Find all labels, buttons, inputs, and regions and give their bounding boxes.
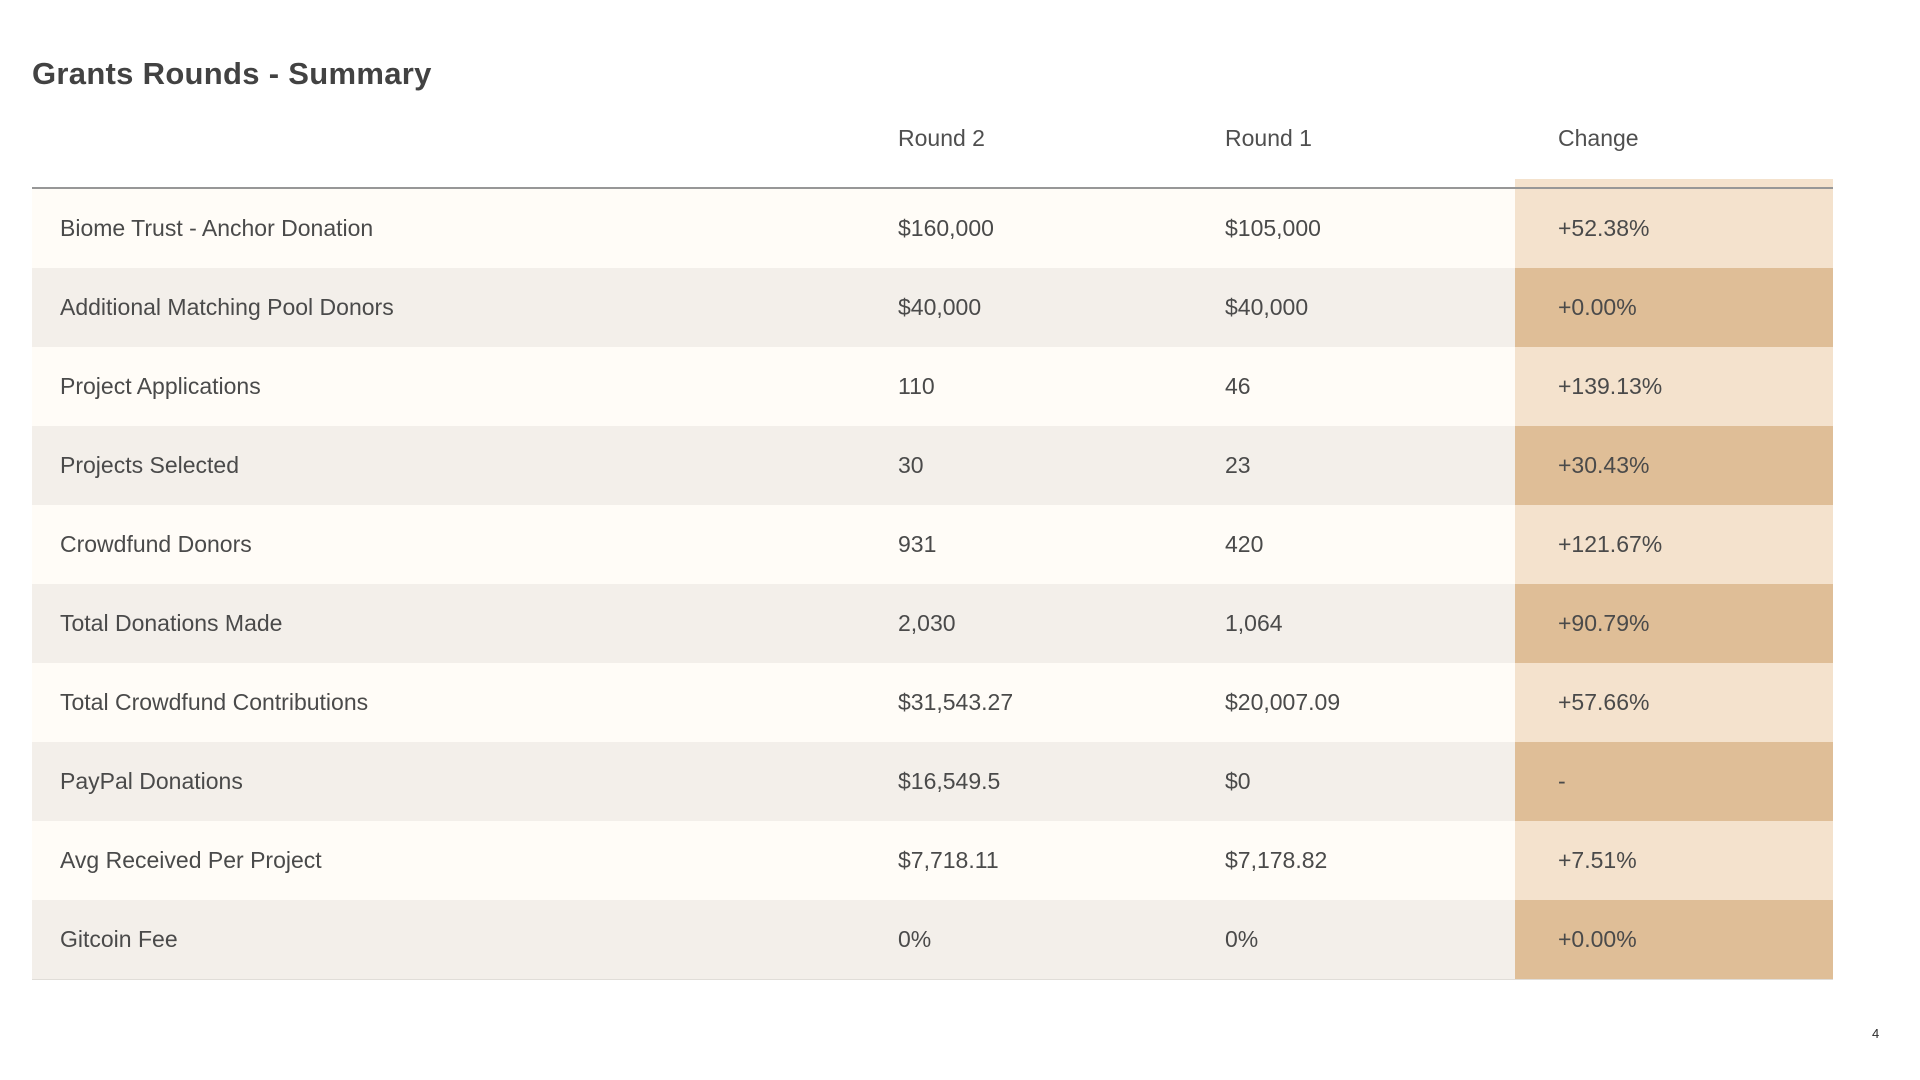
table-row: Total Crowdfund Contributions $31,543.27… [32, 663, 1833, 742]
table-row: Projects Selected 30 23 +30.43% [32, 426, 1833, 505]
metric-label: Avg Received Per Project [60, 847, 322, 873]
table-row: Total Donations Made 2,030 1,064 +90.79% [32, 584, 1833, 663]
round2-value: $16,549.5 [898, 768, 1001, 794]
change-value: +7.51% [1515, 821, 1833, 900]
round1-value: $7,178.82 [1225, 847, 1328, 873]
change-value: +30.43% [1515, 426, 1833, 505]
round2-value: 2,030 [898, 610, 956, 636]
change-value: - [1515, 742, 1833, 821]
metric-label: Total Crowdfund Contributions [60, 689, 369, 715]
metric-label: Crowdfund Donors [60, 531, 252, 557]
change-value: +0.00% [1515, 268, 1833, 347]
table-row: PayPal Donations $16,549.5 $0 - [32, 742, 1833, 821]
change-value: +57.66% [1515, 663, 1833, 742]
round1-value: $20,007.09 [1225, 689, 1341, 715]
metric-label: Biome Trust - Anchor Donation [60, 215, 374, 241]
round1-value: 1,064 [1225, 610, 1283, 636]
metric-label: Gitcoin Fee [60, 926, 178, 952]
table-row: Project Applications 110 46 +139.13% [32, 347, 1833, 426]
change-value: +90.79% [1515, 584, 1833, 663]
table-header-row: Round 2 Round 1 Change [32, 117, 1833, 159]
round2-value: $31,543.27 [898, 689, 1014, 715]
table-row: Additional Matching Pool Donors $40,000 … [32, 268, 1833, 347]
page-title: Grants Rounds - Summary [32, 56, 432, 91]
table-row: Crowdfund Donors 931 420 +121.67% [32, 505, 1833, 584]
round1-value: 46 [1225, 373, 1251, 399]
round1-value: $0 [1225, 768, 1251, 794]
change-value: +0.00% [1515, 900, 1833, 979]
metric-label: PayPal Donations [60, 768, 243, 794]
round1-value: 0% [1225, 926, 1259, 952]
page-number: 4 [1872, 1026, 1880, 1041]
metric-label: Projects Selected [60, 452, 239, 478]
change-column-top-cap [1515, 179, 1833, 187]
change-value: +52.38% [1515, 189, 1833, 268]
metric-label: Total Donations Made [60, 610, 283, 636]
metric-label: Project Applications [60, 373, 261, 399]
round1-value: $40,000 [1225, 294, 1309, 320]
column-header-change: Change [1558, 124, 1639, 151]
round2-value: 0% [898, 926, 932, 952]
round2-value: $7,718.11 [898, 847, 999, 873]
header-divider-line [32, 187, 1833, 189]
metric-label: Additional Matching Pool Donors [60, 294, 394, 320]
round2-value: 931 [898, 531, 937, 557]
column-header-round1: Round 1 [1225, 124, 1312, 151]
round2-value: 110 [898, 373, 935, 399]
summary-table: Round 2 Round 1 Change Biome Trust - Anc… [32, 117, 1833, 980]
change-value: +139.13% [1515, 347, 1833, 426]
round1-value: $105,000 [1225, 215, 1321, 241]
table-row: Gitcoin Fee 0% 0% +0.00% [32, 900, 1833, 979]
round1-value: 420 [1225, 531, 1264, 557]
round2-value: 30 [898, 452, 924, 478]
column-header-round2: Round 2 [898, 124, 985, 151]
table-body: Biome Trust - Anchor Donation $160,000 $… [32, 189, 1833, 980]
round1-value: 23 [1225, 452, 1251, 478]
round2-value: $40,000 [898, 294, 982, 320]
table-row: Avg Received Per Project $7,718.11 $7,17… [32, 821, 1833, 900]
change-value: +121.67% [1515, 505, 1833, 584]
round2-value: $160,000 [898, 215, 994, 241]
table-row: Biome Trust - Anchor Donation $160,000 $… [32, 189, 1833, 268]
